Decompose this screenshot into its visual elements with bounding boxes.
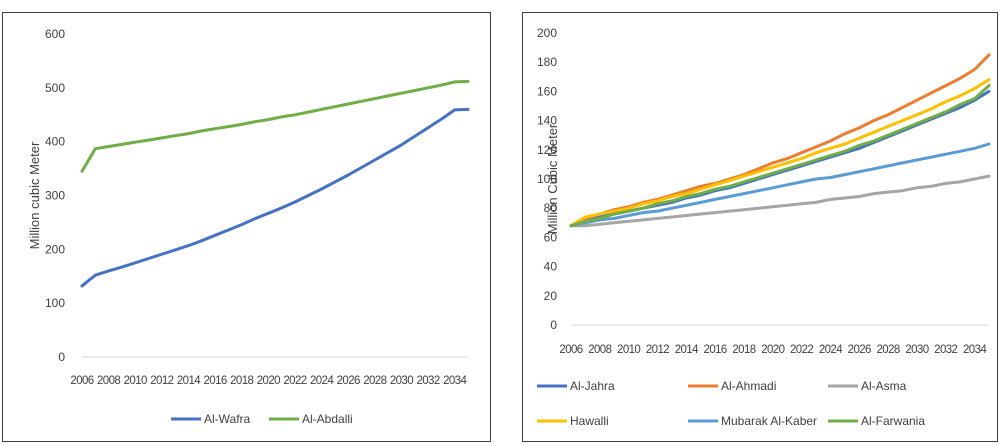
- x-tick-label: 2018: [732, 344, 755, 356]
- y-tick-label: 100: [537, 172, 557, 186]
- series-line-hawalli: [569, 78, 991, 228]
- x-tick-label: 2024: [310, 375, 334, 387]
- y-tick-label: 20: [544, 289, 558, 303]
- y-tick-label: 80: [544, 201, 558, 215]
- chart-panel-left: Million cubic Meter 0 100 200 300 400 500 600 20…: [2, 12, 491, 442]
- y-tick-label: 400: [45, 135, 65, 149]
- x-tick-label: 2032: [934, 344, 957, 356]
- series-line-al-wafra: [80, 107, 470, 288]
- series-line-al-abdalli: [80, 79, 470, 173]
- y-axis-label: Million cubic Meter: [27, 141, 42, 249]
- chart-left: Million cubic Meter 0 100 200 300 400 500 600 20…: [27, 27, 470, 426]
- x-tick-label: 2022: [283, 375, 306, 387]
- x-tick-label: 2034: [963, 344, 987, 356]
- series-line-al-ahmadi: [569, 53, 991, 228]
- y-tick-label: 200: [537, 26, 557, 40]
- legend-label: Al-Wafra: [204, 412, 251, 426]
- x-tick-label: 2032: [416, 375, 439, 387]
- x-tick-label: 2024: [819, 344, 843, 356]
- y-tick-label: 0: [550, 318, 557, 332]
- legend-label: Al-Ahmadi: [721, 379, 776, 393]
- legend-label: Al-Abdalli: [302, 412, 353, 426]
- y-tick-label: 120: [537, 143, 557, 157]
- x-tick-label: 2026: [848, 344, 871, 356]
- x-tick-label: 2006: [70, 375, 93, 387]
- y-tick-label: 60: [544, 230, 558, 244]
- x-tick-label: 2006: [559, 344, 582, 356]
- legend-label: Mubarak Al-Kaber: [721, 414, 817, 428]
- chart-right: Million Cubic Meter 0 20 40 60 80 100 120 140 160…: [537, 26, 991, 428]
- x-tick-label: 2012: [646, 344, 669, 356]
- y-tick-label: 40: [544, 260, 558, 274]
- x-tick-label: 2030: [905, 344, 928, 356]
- series-line-al-asma: [569, 174, 991, 228]
- y-tick-label: 500: [45, 81, 65, 95]
- y-tick-label: 0: [58, 350, 65, 364]
- y-tick-label: 200: [45, 242, 65, 256]
- x-tick-label: 2010: [617, 344, 640, 356]
- x-tick-label: 2010: [124, 375, 147, 387]
- x-tick-label: 2020: [761, 344, 784, 356]
- x-tick-label: 2008: [97, 375, 120, 387]
- y-tick-label: 300: [45, 189, 65, 203]
- legend-label: Hawalli: [570, 414, 609, 428]
- chart-panel-right: Million Cubic Meter 0 20 40 60 80 100 120 140 160…: [522, 12, 998, 442]
- x-tick-label: 2026: [337, 375, 360, 387]
- x-tick-label: 2028: [363, 375, 386, 387]
- x-tick-label: 2016: [204, 375, 227, 387]
- y-tick-label: 180: [537, 55, 557, 69]
- series-line-mubarak-al-kaber: [569, 142, 991, 228]
- y-tick-label: 140: [537, 114, 557, 128]
- x-tick-label: 2014: [177, 375, 201, 387]
- y-tick-label: 100: [45, 296, 65, 310]
- legend-label: Al-Jahra: [570, 379, 615, 393]
- legend-label: Al-Farwania: [861, 414, 925, 428]
- y-axis-label: Million Cubic Meter: [545, 123, 560, 234]
- x-tick-label: 2030: [390, 375, 413, 387]
- x-tick-label: 2020: [257, 375, 280, 387]
- x-tick-label: 2034: [443, 375, 467, 387]
- legend-label: Al-Asma: [861, 379, 907, 393]
- x-tick-label: 2016: [704, 344, 727, 356]
- x-tick-label: 2012: [150, 375, 173, 387]
- x-tick-label: 2028: [877, 344, 900, 356]
- x-tick-label: 2014: [675, 344, 699, 356]
- x-tick-label: 2008: [588, 344, 611, 356]
- y-tick-label: 160: [537, 84, 557, 98]
- x-tick-label: 2018: [230, 375, 253, 387]
- series-line-al-farwania: [569, 84, 991, 228]
- x-tick-label: 2022: [790, 344, 813, 356]
- y-tick-label: 600: [45, 27, 65, 41]
